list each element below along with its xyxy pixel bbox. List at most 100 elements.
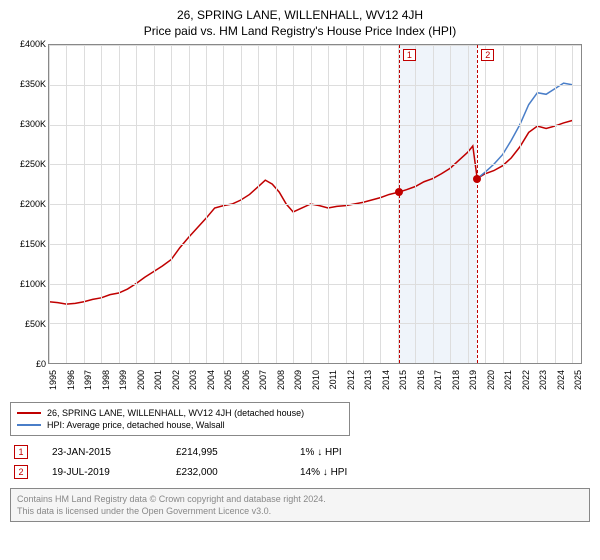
x-gridline: [154, 45, 155, 363]
y-gridline: [49, 323, 581, 324]
y-tick-label: £400K: [20, 39, 46, 49]
x-tick-label: 2007: [258, 370, 268, 390]
x-tick-label: 2002: [171, 370, 181, 390]
x-tick-label: 2017: [433, 370, 443, 390]
title-block: 26, SPRING LANE, WILLENHALL, WV12 4JH Pr…: [10, 8, 590, 38]
attribution-text: Contains HM Land Registry data © Crown c…: [17, 493, 583, 505]
price-marker-label: 2: [481, 49, 494, 61]
plot-area: 12: [48, 44, 582, 364]
x-tick-label: 2019: [468, 370, 478, 390]
x-gridline: [555, 45, 556, 363]
legend-label: HPI: Average price, detached house, Wals…: [47, 420, 225, 430]
x-gridline: [380, 45, 381, 363]
y-tick-label: £300K: [20, 119, 46, 129]
x-gridline: [241, 45, 242, 363]
x-tick-label: 2021: [503, 370, 513, 390]
x-tick-label: 2003: [188, 370, 198, 390]
x-gridline: [328, 45, 329, 363]
price-amount: £232,000: [176, 467, 276, 478]
y-gridline: [49, 125, 581, 126]
x-tick-label: 2020: [486, 370, 496, 390]
x-tick-label: 2010: [311, 370, 321, 390]
x-gridline: [189, 45, 190, 363]
chart-subtitle: Price paid vs. HM Land Registry's House …: [10, 24, 590, 38]
x-tick-label: 2012: [346, 370, 356, 390]
x-gridline: [468, 45, 469, 363]
x-tick-label: 1996: [66, 370, 76, 390]
x-tick-label: 2018: [451, 370, 461, 390]
x-tick-label: 2006: [241, 370, 251, 390]
x-gridline: [363, 45, 364, 363]
price-delta-vs-hpi: 14% ↓ HPI: [300, 467, 400, 478]
x-tick-label: 2008: [276, 370, 286, 390]
x-tick-label: 2011: [328, 370, 338, 389]
price-date: 19-JUL-2019: [52, 467, 152, 478]
y-tick-label: £0: [36, 359, 46, 369]
table-row: 1 23-JAN-2015 £214,995 1% ↓ HPI: [10, 442, 590, 462]
y-gridline: [49, 85, 581, 86]
x-tick-label: 2022: [521, 370, 531, 390]
x-tick-label: 2023: [538, 370, 548, 390]
legend-item: HPI: Average price, detached house, Wals…: [17, 419, 343, 431]
price-marker-badge: 2: [14, 465, 28, 479]
x-tick-label: 2024: [556, 370, 566, 390]
y-tick-label: £200K: [20, 199, 46, 209]
x-gridline: [311, 45, 312, 363]
price-amount: £214,995: [176, 447, 276, 458]
x-tick-label: 2004: [206, 370, 216, 390]
x-tick-label: 2001: [153, 370, 163, 390]
y-tick-label: £100K: [20, 279, 46, 289]
legend-item: 26, SPRING LANE, WILLENHALL, WV12 4JH (d…: [17, 407, 343, 419]
y-axis: £0£50K£100K£150K£200K£250K£300K£350K£400…: [10, 44, 48, 364]
x-tick-label: 2013: [363, 370, 373, 390]
price-marker-badge: 1: [14, 445, 28, 459]
x-gridline: [101, 45, 102, 363]
chart-container: 26, SPRING LANE, WILLENHALL, WV12 4JH Pr…: [0, 0, 600, 528]
x-gridline: [84, 45, 85, 363]
x-tick-label: 2000: [136, 370, 146, 390]
price-marker-line: [399, 45, 400, 363]
x-gridline: [293, 45, 294, 363]
x-tick-label: 1999: [118, 370, 128, 390]
price-marker-label: 1: [403, 49, 416, 61]
x-gridline: [136, 45, 137, 363]
chart: £0£50K£100K£150K£200K£250K£300K£350K£400…: [10, 44, 590, 398]
y-gridline: [49, 45, 581, 46]
price-dot: [395, 188, 403, 196]
price-paid-table: 1 23-JAN-2015 £214,995 1% ↓ HPI 2 19-JUL…: [10, 442, 590, 482]
price-delta-vs-hpi: 1% ↓ HPI: [300, 447, 400, 458]
x-tick-label: 1998: [101, 370, 111, 390]
x-gridline: [433, 45, 434, 363]
x-gridline: [49, 45, 50, 363]
y-tick-label: £150K: [20, 239, 46, 249]
y-tick-label: £50K: [25, 319, 46, 329]
x-gridline: [415, 45, 416, 363]
attribution-text: This data is licensed under the Open Gov…: [17, 505, 583, 517]
legend-swatch: [17, 412, 41, 414]
attribution-box: Contains HM Land Registry data © Crown c…: [10, 488, 590, 522]
x-gridline: [206, 45, 207, 363]
price-date: 23-JAN-2015: [52, 447, 152, 458]
x-gridline: [258, 45, 259, 363]
x-gridline: [171, 45, 172, 363]
x-gridline: [450, 45, 451, 363]
y-gridline: [49, 284, 581, 285]
y-tick-label: £350K: [20, 79, 46, 89]
y-gridline: [49, 204, 581, 205]
y-gridline: [49, 244, 581, 245]
x-tick-label: 1997: [83, 370, 93, 390]
x-gridline: [520, 45, 521, 363]
x-gridline: [537, 45, 538, 363]
x-axis: 1995 1996 1997 1998 1999 2000 2001 2002 2003 2004…: [48, 364, 582, 398]
y-tick-label: £250K: [20, 159, 46, 169]
x-tick-label: 2025: [573, 370, 583, 390]
x-gridline: [276, 45, 277, 363]
price-marker-line: [477, 45, 478, 363]
legend-swatch: [17, 424, 41, 426]
chart-title-address: 26, SPRING LANE, WILLENHALL, WV12 4JH: [10, 8, 590, 22]
x-tick-label: 1995: [48, 370, 58, 390]
legend: 26, SPRING LANE, WILLENHALL, WV12 4JH (d…: [10, 402, 350, 436]
y-gridline: [49, 164, 581, 165]
price-dot: [473, 175, 481, 183]
x-gridline: [503, 45, 504, 363]
